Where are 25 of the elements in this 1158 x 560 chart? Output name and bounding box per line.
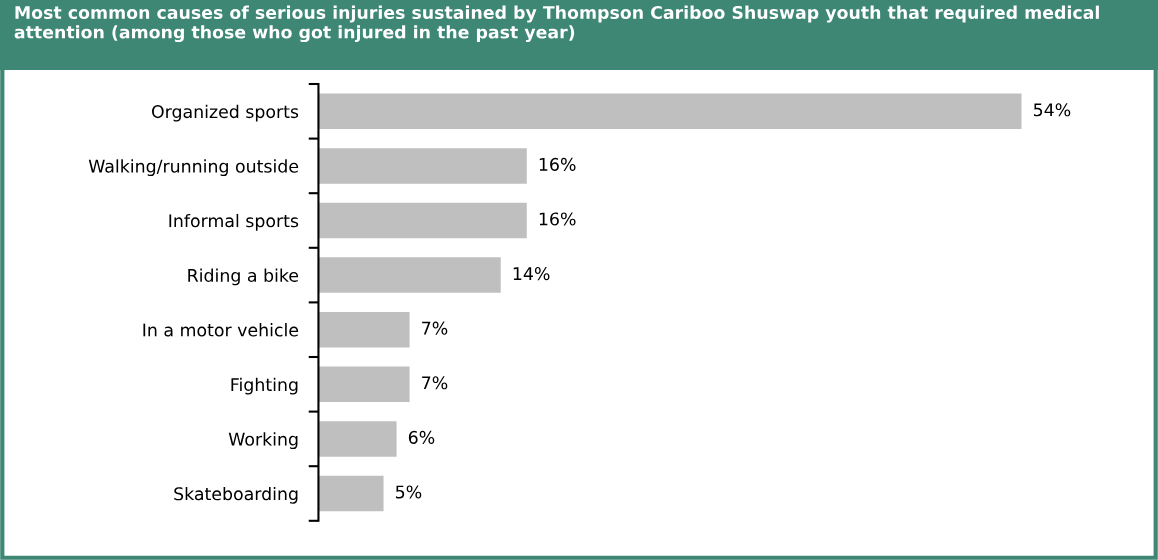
data-label: 16% (539, 212, 576, 226)
bar (318, 257, 501, 293)
data-label: 6% (408, 430, 435, 444)
data-label: 7% (422, 321, 448, 335)
y-tick-label: Working (228, 432, 298, 450)
y-tick-label: Skateboarding (174, 486, 298, 504)
data-label: 54% (1033, 103, 1071, 117)
y-tick-label: Informal sports (169, 213, 299, 231)
data-label: 16% (539, 157, 576, 171)
data-label: 7% (422, 376, 448, 390)
y-tick-label: Walking/running outside (88, 159, 299, 177)
y-tick-label: In a motor vehicle (143, 323, 299, 337)
bar (318, 148, 527, 184)
data-label: 14% (513, 267, 550, 281)
y-tick-label: Fighting (231, 377, 298, 395)
bar (318, 421, 397, 457)
y-tick-label: Organized sports (151, 104, 299, 122)
chart-title: Most common causes of serious injuries sustained by Thompson Cariboo Shuswap youth that required medical attention (among those who got injured in the past year) (14, 5, 1099, 43)
bar (318, 311, 410, 348)
y-tick-label: Riding a bike (188, 268, 299, 286)
bar (318, 93, 1022, 130)
data-label: 5% (396, 485, 422, 499)
bar (318, 475, 384, 512)
bar (318, 202, 527, 239)
bar (318, 366, 410, 403)
